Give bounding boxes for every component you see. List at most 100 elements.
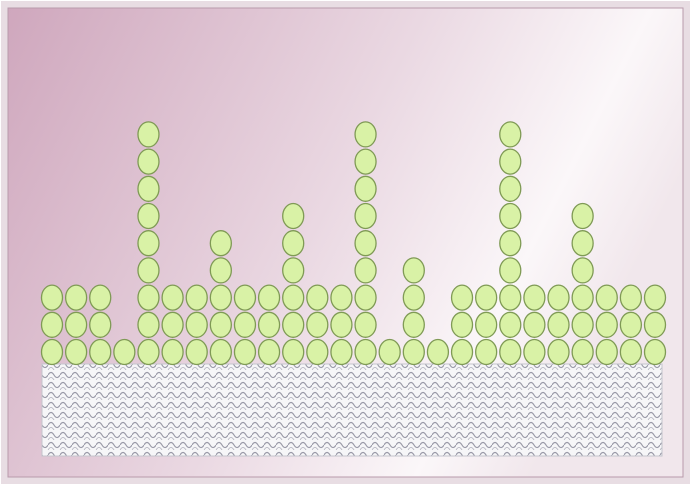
dot [209, 284, 232, 311]
dot [306, 284, 329, 311]
dot [185, 284, 208, 311]
dot [137, 338, 160, 366]
dot-column [450, 284, 474, 366]
dot-column [306, 284, 329, 366]
dot [523, 284, 546, 311]
dot [64, 311, 88, 338]
dot [354, 148, 377, 175]
dot-column [185, 284, 208, 366]
dot [547, 311, 570, 338]
dot [571, 284, 594, 311]
dot [137, 175, 160, 202]
dot [209, 311, 232, 338]
dots [40, 121, 667, 366]
dot [643, 338, 667, 366]
dot [499, 338, 522, 366]
dot-column [378, 338, 401, 366]
dot [523, 311, 546, 338]
dot-column [547, 284, 570, 366]
dot [137, 121, 160, 148]
dot [402, 338, 425, 366]
dot-column [209, 230, 232, 366]
dot [161, 311, 184, 338]
dot [354, 202, 377, 230]
dot [137, 148, 160, 175]
dot [499, 284, 522, 311]
dot [282, 202, 305, 230]
dot [402, 284, 425, 311]
dot-column [161, 284, 184, 366]
dot [499, 311, 522, 338]
dot-column [89, 284, 112, 366]
dot [402, 257, 425, 284]
dot [282, 311, 305, 338]
dot [571, 230, 594, 257]
dot [306, 311, 329, 338]
dot [40, 338, 64, 366]
dot [571, 257, 594, 284]
dot [209, 230, 232, 257]
dot [643, 311, 667, 338]
dot [354, 284, 377, 311]
dot [499, 121, 522, 148]
dot [282, 338, 305, 366]
dot [137, 311, 160, 338]
dot-column [426, 338, 450, 366]
dot-column [571, 202, 594, 366]
dot [354, 257, 377, 284]
dot-column [233, 284, 257, 366]
dot [137, 230, 160, 257]
dot [64, 284, 88, 311]
dot [282, 257, 305, 284]
dot [161, 338, 184, 366]
dot [354, 121, 377, 148]
dot [426, 338, 450, 366]
dot-column [523, 284, 546, 366]
dot [64, 338, 88, 366]
dot-column [595, 284, 618, 366]
dot [137, 257, 160, 284]
dot [571, 338, 594, 366]
dot [499, 257, 522, 284]
dot [595, 338, 618, 366]
dot-column [330, 284, 353, 366]
dot [499, 202, 522, 230]
dot [161, 284, 184, 311]
dot [547, 338, 570, 366]
dot [282, 284, 305, 311]
dot [185, 338, 208, 366]
dot-column [257, 284, 281, 366]
dot-column [113, 338, 136, 366]
dot-column [619, 284, 643, 366]
dot [595, 311, 618, 338]
dot [185, 311, 208, 338]
dot [233, 311, 257, 338]
dot [40, 311, 64, 338]
dot [354, 230, 377, 257]
dot [619, 311, 643, 338]
dot [619, 338, 643, 366]
dot [282, 230, 305, 257]
dot-column [40, 284, 64, 366]
dot [330, 311, 353, 338]
dot [89, 338, 112, 366]
dot [306, 338, 329, 366]
dot [402, 311, 425, 338]
dot [354, 338, 377, 366]
dot [450, 284, 474, 311]
dot [257, 338, 281, 366]
dot [137, 202, 160, 230]
dot [330, 284, 353, 311]
dot [450, 338, 474, 366]
dot [523, 338, 546, 366]
dot [257, 284, 281, 311]
dot [595, 284, 618, 311]
dot [475, 311, 498, 338]
dot [209, 338, 232, 366]
dot [89, 311, 112, 338]
dot [354, 175, 377, 202]
dot [233, 338, 257, 366]
dot [89, 284, 112, 311]
